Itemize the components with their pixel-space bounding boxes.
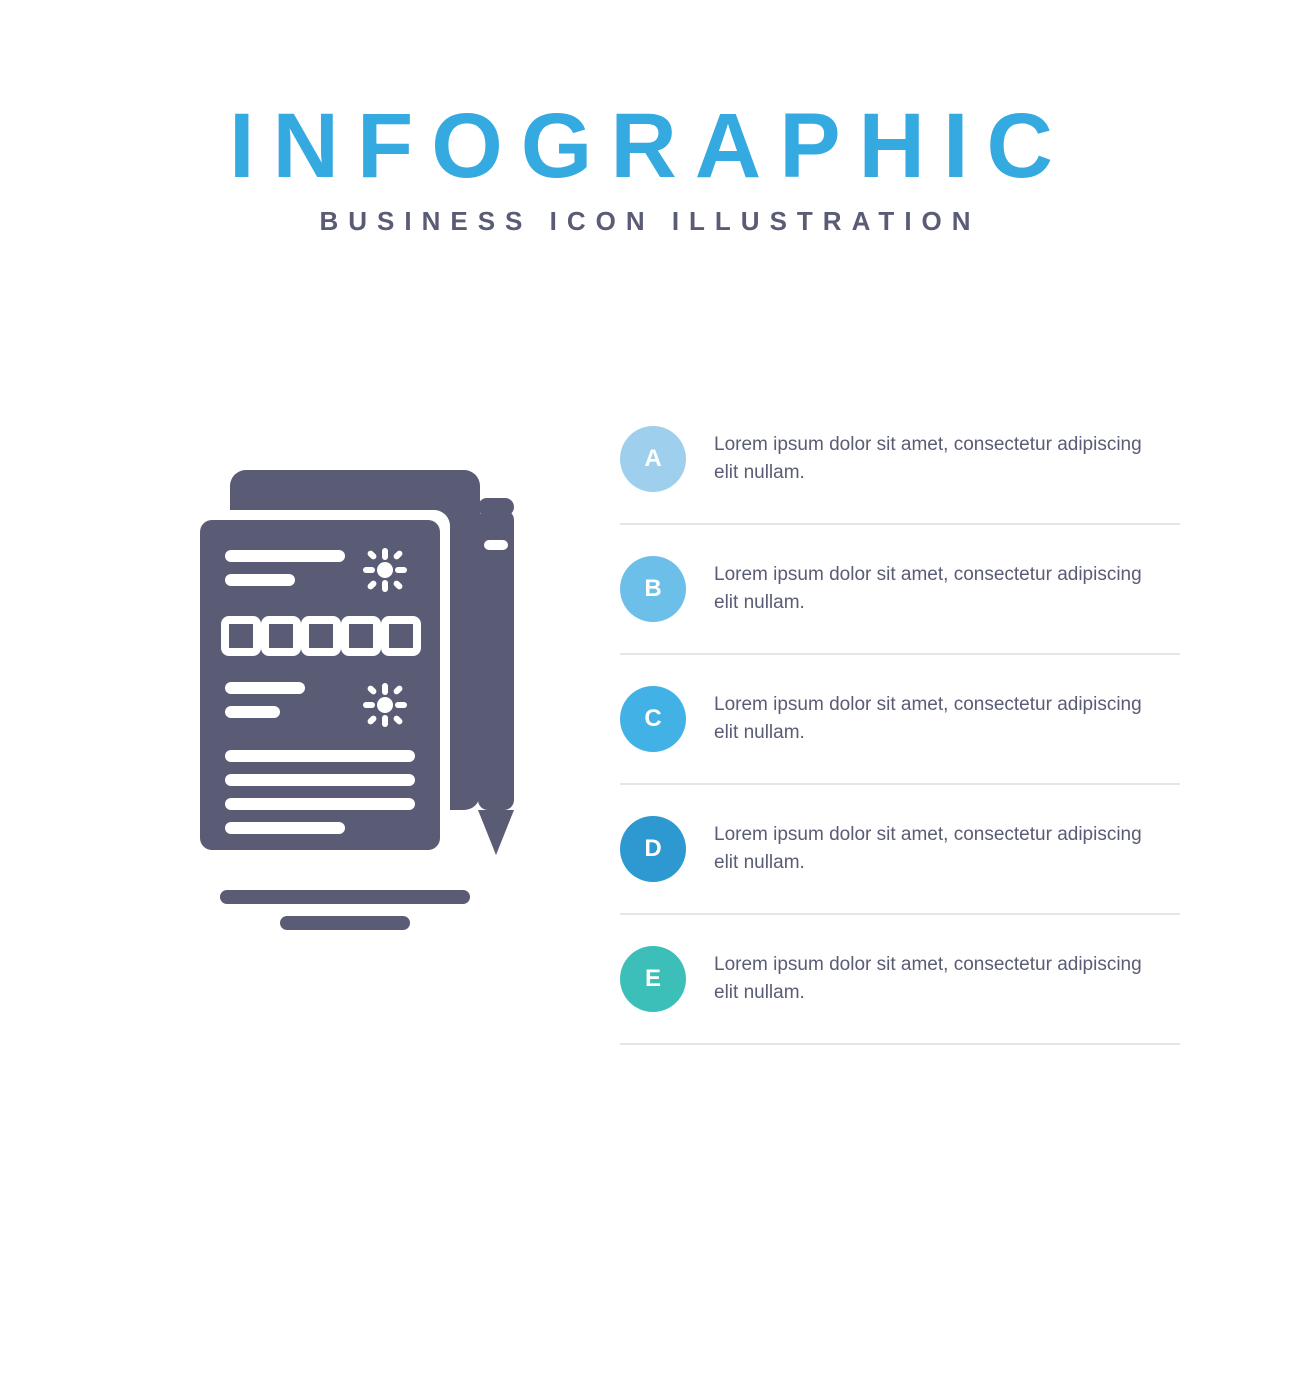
- steps-list: A Lorem ipsum dolor sit amet, consectetur…: [620, 395, 1180, 1045]
- step-badge-d: D: [620, 816, 686, 882]
- step-text: Lorem ipsum dolor sit amet, consectetur …: [714, 691, 1180, 748]
- step-item-a: A Lorem ipsum dolor sit amet, consectetur…: [620, 395, 1180, 525]
- main-title: INFOGRAPHIC: [0, 100, 1300, 192]
- step-badge-a: A: [620, 426, 686, 492]
- step-item-c: C Lorem ipsum dolor sit amet, consectetur…: [620, 655, 1180, 785]
- step-badge-c: C: [620, 686, 686, 752]
- bottom-bar: [0, 1300, 1300, 1390]
- subtitle: BUSINESS ICON ILLUSTRATION: [0, 206, 1300, 237]
- step-text: Lorem ipsum dolor sit amet, consectetur …: [714, 561, 1180, 618]
- step-text: Lorem ipsum dolor sit amet, consectetur …: [714, 431, 1180, 488]
- step-badge-e: E: [620, 946, 686, 1012]
- step-badge-b: B: [620, 556, 686, 622]
- step-text: Lorem ipsum dolor sit amet, consectetur …: [714, 951, 1180, 1008]
- step-item-e: E Lorem ipsum dolor sit amet, consectetur…: [620, 915, 1180, 1045]
- header: INFOGRAPHIC BUSINESS ICON ILLUSTRATION: [0, 100, 1300, 237]
- step-text: Lorem ipsum dolor sit amet, consectetur …: [714, 821, 1180, 878]
- step-item-d: D Lorem ipsum dolor sit amet, consectetur…: [620, 785, 1180, 915]
- step-item-b: B Lorem ipsum dolor sit amet, consectetur…: [620, 525, 1180, 655]
- document-pencil-icon: [170, 470, 550, 930]
- infographic-canvas: INFOGRAPHIC BUSINESS ICON ILLUSTRATION: [0, 0, 1300, 1300]
